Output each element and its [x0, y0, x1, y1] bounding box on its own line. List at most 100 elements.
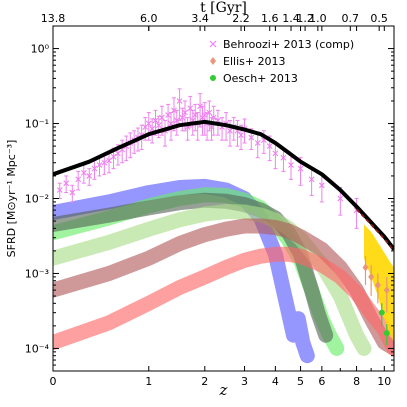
behroozi-point — [96, 156, 103, 177]
behroozi-point — [201, 102, 208, 136]
behroozi-marker — [297, 165, 304, 172]
behroozi-marker — [197, 103, 203, 110]
y-tick-label: 10⁻² — [25, 193, 49, 206]
legend-item: Oesch+ 2013 — [210, 72, 298, 85]
behroozi-marker — [192, 112, 199, 118]
plot-area — [53, 88, 394, 364]
behroozi-point — [318, 173, 325, 203]
behroozi-marker — [145, 120, 152, 127]
ellis-point — [374, 273, 381, 304]
x-tick-label: 6 — [318, 375, 325, 388]
behroozi-marker — [110, 153, 117, 160]
legend-marker-x — [209, 40, 217, 48]
legend-marker-diamond — [210, 57, 216, 65]
top-tick-label: 6.0 — [140, 12, 158, 25]
behroozi-marker — [159, 114, 165, 121]
behroozi-marker — [308, 176, 315, 183]
behroozi-point — [272, 142, 279, 170]
behroozi-point — [288, 154, 294, 180]
behroozi-point — [75, 170, 82, 191]
x-axis-label: z — [219, 381, 228, 399]
x-tick-label: 4 — [272, 375, 279, 388]
x-tick-label: 8 — [353, 375, 360, 388]
behroozi-marker — [96, 162, 103, 168]
behroozi-marker — [75, 176, 82, 183]
behroozi-marker — [149, 125, 156, 132]
x-tick-label: 10 — [377, 375, 391, 388]
behroozi-marker — [152, 117, 159, 124]
behroozi-marker — [86, 173, 93, 179]
x-tick-label: 3 — [241, 375, 248, 388]
y-tick-label: 10⁰ — [31, 43, 50, 56]
top-axis-label: t [Gyr] — [200, 0, 247, 16]
legend-marker-circle — [210, 75, 216, 81]
top-tick-label: 1.4 — [282, 12, 300, 25]
ellis-point — [368, 264, 375, 297]
oesch-marker — [383, 330, 390, 337]
oesch-marker — [378, 309, 385, 316]
behroozi-marker — [288, 162, 294, 168]
y-axis-label: SFRD [M⊙yr⁻¹ Mpc⁻³] — [5, 140, 18, 258]
behroozi-marker — [182, 109, 188, 116]
legend-label: Behroozi+ 2013 (comp) — [223, 38, 354, 51]
behroozi-point — [165, 103, 171, 132]
behroozi-marker — [254, 140, 261, 146]
total-sfrd-line — [53, 119, 394, 251]
ellis-marker — [383, 286, 390, 295]
legend-label: Ellis+ 2013 — [223, 55, 286, 68]
behroozi-point — [194, 112, 201, 141]
model-band-5 — [53, 246, 394, 356]
ellis-marker — [362, 263, 369, 272]
behroozi-point — [173, 109, 180, 136]
behroozi-marker — [248, 134, 255, 141]
behroozi-marker — [318, 182, 325, 189]
ellis-point — [362, 256, 369, 286]
behroozi-marker — [208, 124, 215, 130]
oesch-point — [378, 303, 385, 326]
behroozi-point — [254, 132, 261, 159]
x-tick-label: 5 — [297, 375, 304, 388]
behroozi-point — [184, 117, 191, 141]
behroozi-point — [123, 135, 130, 162]
behroozi-marker — [201, 112, 208, 118]
x-tick-label: 1 — [145, 375, 152, 388]
behroozi-point — [91, 160, 98, 180]
behroozi-point — [162, 119, 168, 147]
behroozi-marker — [206, 109, 213, 116]
model-band-3 — [53, 204, 372, 356]
behroozi-point — [176, 88, 183, 121]
ellis-marker — [368, 272, 375, 281]
x-tick-label: 2 — [201, 375, 208, 388]
behroozi-point — [210, 105, 217, 136]
top-tick-label: 1.2 — [296, 12, 314, 25]
legend: Behroozi+ 2013 (comp) Ellis+ 2013 Oesch+ 2… — [209, 38, 354, 85]
behroozi-marker — [266, 143, 273, 149]
dashed-fit-line — [355, 208, 394, 252]
behroozi-marker — [176, 98, 183, 104]
top-tick-label: 0.7 — [342, 12, 360, 25]
behroozi-marker — [69, 189, 76, 196]
behroozi-point — [69, 184, 76, 203]
behroozi-marker — [101, 159, 108, 166]
y-tick-label: 10⁻³ — [25, 267, 49, 280]
x-tick-label: 0 — [50, 375, 57, 388]
series-group — [53, 88, 394, 364]
behroozi-point — [80, 164, 87, 184]
behroozi-point — [204, 112, 210, 141]
top-tick-label: 13.8 — [41, 12, 66, 25]
behroozi-point — [86, 168, 93, 186]
axes: 0 1 2 3 4 5 6 8 10 13.8 6.0 3.4 2.2 1.6 1.41.21.0 0.7 0.… — [5, 0, 395, 399]
behroozi-marker — [80, 169, 87, 176]
behroozi-point — [155, 115, 162, 139]
behroozi-point — [308, 168, 315, 196]
behroozi-marker — [272, 150, 279, 157]
behroozi-marker — [210, 114, 217, 121]
behroozi-point — [192, 103, 199, 132]
behroozi-marker — [165, 112, 171, 118]
legend-label: Oesch+ 2013 — [223, 72, 298, 85]
behroozi-point — [63, 175, 70, 194]
top-tick-label: 1.0 — [309, 12, 327, 25]
top-tick-label: 3.4 — [191, 12, 209, 25]
behroozi-marker — [91, 165, 98, 172]
ellis-marker — [374, 281, 381, 290]
